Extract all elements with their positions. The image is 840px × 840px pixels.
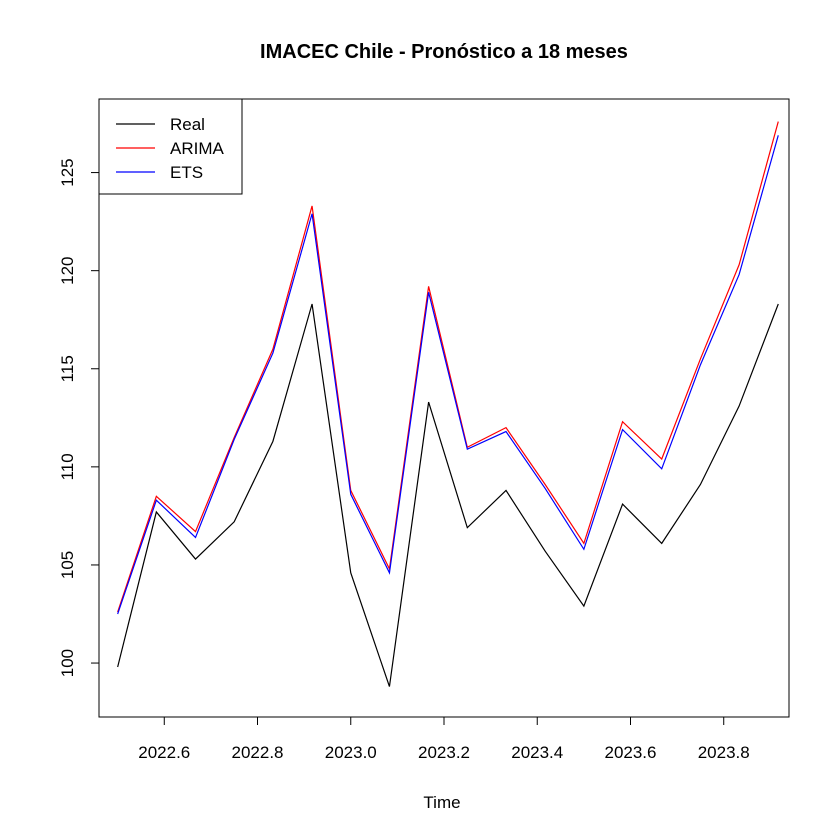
- series-line-real: [117, 303, 779, 687]
- series-line-ets: [117, 135, 779, 615]
- x-axis: 2022.6 2022.8 2023.0 2023.2 2023.4 2023.6 2023…: [138, 716, 750, 762]
- y-axis: 100 105 110 115 120 125: [58, 158, 100, 677]
- legend-box: [98, 98, 243, 195]
- y-tick-label: 105: [58, 551, 77, 579]
- x-tick-label: 2022.6: [138, 743, 190, 762]
- x-tick-label: 2022.8: [232, 743, 284, 762]
- x-axis-label: Time: [423, 793, 460, 812]
- x-tick-label: 2023.4: [511, 743, 563, 762]
- x-tick-label: 2023.0: [325, 743, 377, 762]
- x-tick-label: 2023.6: [604, 743, 656, 762]
- y-tick-label: 100: [58, 649, 77, 677]
- legend-label-arima: ARIMA: [170, 139, 225, 158]
- legend: Real ARIMA ETS: [98, 98, 243, 195]
- x-tick-label: 2023.2: [418, 743, 470, 762]
- x-tick-label: 2023.8: [698, 743, 750, 762]
- y-tick-label: 125: [58, 158, 77, 186]
- y-tick-label: 110: [58, 453, 77, 480]
- y-tick-label: 120: [58, 256, 77, 284]
- series-line-arima: [117, 121, 779, 613]
- y-tick-label: 115: [58, 355, 77, 382]
- series-layer: [117, 121, 779, 687]
- legend-label-ets: ETS: [170, 163, 203, 182]
- chart-title: IMACEC Chile - Pronóstico a 18 meses: [260, 41, 628, 63]
- legend-label-real: Real: [170, 115, 205, 134]
